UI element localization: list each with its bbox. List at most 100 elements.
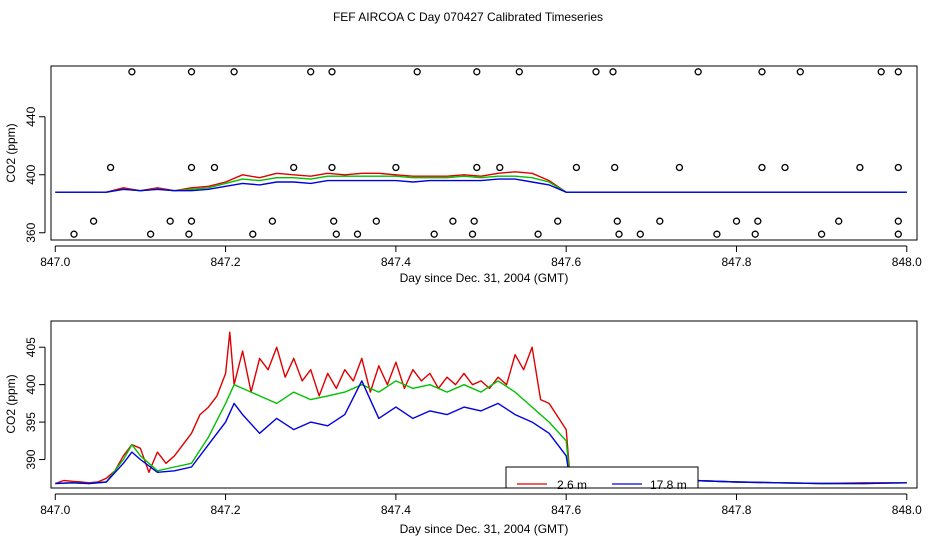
circle-marker [449,217,457,225]
circle-marker [615,230,623,238]
circle-marker [330,217,338,225]
series-line-2 [55,380,907,485]
x-tick-label: 847.2 [211,503,241,517]
y-tick-label: 405 [24,337,38,357]
bottom-series-lines [55,331,907,485]
series-line-3 [55,380,907,485]
y-tick-label: 400 [24,164,38,184]
circle-marker [473,163,481,172]
x-tick-label: 848.0 [892,255,922,269]
x-tick-label: 847.8 [721,503,751,517]
x-tick-label: 847.6 [551,255,581,269]
circle-marker [187,217,196,225]
circle-marker [894,230,902,238]
circle-marker [572,163,581,172]
series-line-3 [55,178,907,193]
series-line-2 [55,175,907,193]
y-tick-label: 440 [24,106,38,126]
circle-marker [413,68,421,76]
circle-marker [392,163,400,172]
circle-marker [835,217,843,225]
y-tick-label: 360 [24,222,38,242]
circle-marker [611,163,619,172]
circle-marker [70,230,78,238]
circle-marker [249,230,257,238]
circle-marker [166,217,174,225]
bottom-axis-ticks: 847.0 847.2 847.4 847.6 847.8 848.0 390 395 400 4… [24,337,922,517]
circle-marker [877,68,885,76]
circle-marker [817,230,826,238]
circle-marker [106,163,115,172]
series-line-1 [55,331,907,485]
circle-marker [468,230,477,238]
top-panel: 847.0 847.2 847.4 847.6 847.8 848.0360400440 … [4,65,922,285]
circle-marker [656,217,664,225]
circle-marker [328,163,336,172]
circle-marker [636,230,644,238]
x-tick-label: 847.4 [381,503,411,517]
series-line-1 [55,171,907,193]
circle-marker [894,217,902,225]
circle-marker [856,163,864,172]
x-tick-label: 848.0 [892,503,922,517]
legend-box [505,466,699,489]
circle-marker [894,68,902,76]
y-tick-label: 400 [24,374,38,394]
circle-marker [185,230,193,238]
x-tick-label: 847.8 [721,255,751,269]
circle-marker [713,230,721,238]
bottom-x-axis-label: Day since Dec. 31, 2004 (GMT) [400,522,569,536]
circle-marker [210,163,219,172]
legend-label-17-8m: 17.8 m [650,478,687,492]
bottom-panel: 847.0 847.2 847.4 847.6 847.8 848.0 390 395 400 4… [4,320,922,536]
circle-marker [675,163,684,172]
circle-marker [758,163,766,172]
circle-marker [613,217,621,225]
circle-marker [332,230,340,238]
circle-marker [515,68,523,76]
circle-marker [89,217,98,225]
circle-marker [470,217,478,225]
x-tick-label: 847.0 [40,255,70,269]
circle-marker [894,163,902,172]
circle-marker [609,68,617,76]
circle-marker [307,68,315,76]
circle-marker [781,163,789,172]
circle-marker [187,68,196,76]
x-tick-label: 847.6 [551,503,581,517]
legend-label-2-6m: 2.6 m [557,478,587,492]
top-x-axis-label: Day since Dec. 31, 2004 (GMT) [400,271,569,285]
circle-marker [187,163,196,172]
top-y-axis-label: CO2 (ppm) [4,123,18,182]
top-axis-ticks: 847.0 847.2 847.4 847.6 847.8 848.0 360 400 440 [24,106,922,269]
circle-marker [796,68,804,76]
top-plot-frame [50,65,918,241]
bottom-plot-frame [50,320,918,489]
circle-marker [694,68,702,76]
y-tick-label: 395 [24,412,38,432]
x-tick-label: 847.4 [381,255,411,269]
circle-marker [353,230,362,238]
top-circle-markers [70,68,902,238]
circle-marker [146,230,155,238]
circle-marker [534,230,542,238]
circle-marker [128,68,136,76]
figure-title: FEF AIRCOA C Day 070427 Calibrated Times… [333,10,603,24]
circle-marker [372,217,380,225]
circle-marker [732,217,741,225]
circle-marker [290,163,298,172]
bottom-y-axis-label: CO2 (ppm) [4,374,18,433]
legend: 2.6 m 17.8 m [505,466,699,492]
circle-marker [430,230,438,238]
circle-marker [758,68,766,76]
circle-marker [496,163,504,172]
y-tick-label: 390 [24,449,38,469]
top-series-lines [55,171,907,193]
x-tick-label: 847.2 [211,255,241,269]
circle-marker [554,217,562,225]
circle-marker [751,230,759,238]
circle-marker [473,68,481,76]
circle-marker [268,217,277,225]
circle-marker [754,217,762,225]
circle-marker [328,68,336,76]
